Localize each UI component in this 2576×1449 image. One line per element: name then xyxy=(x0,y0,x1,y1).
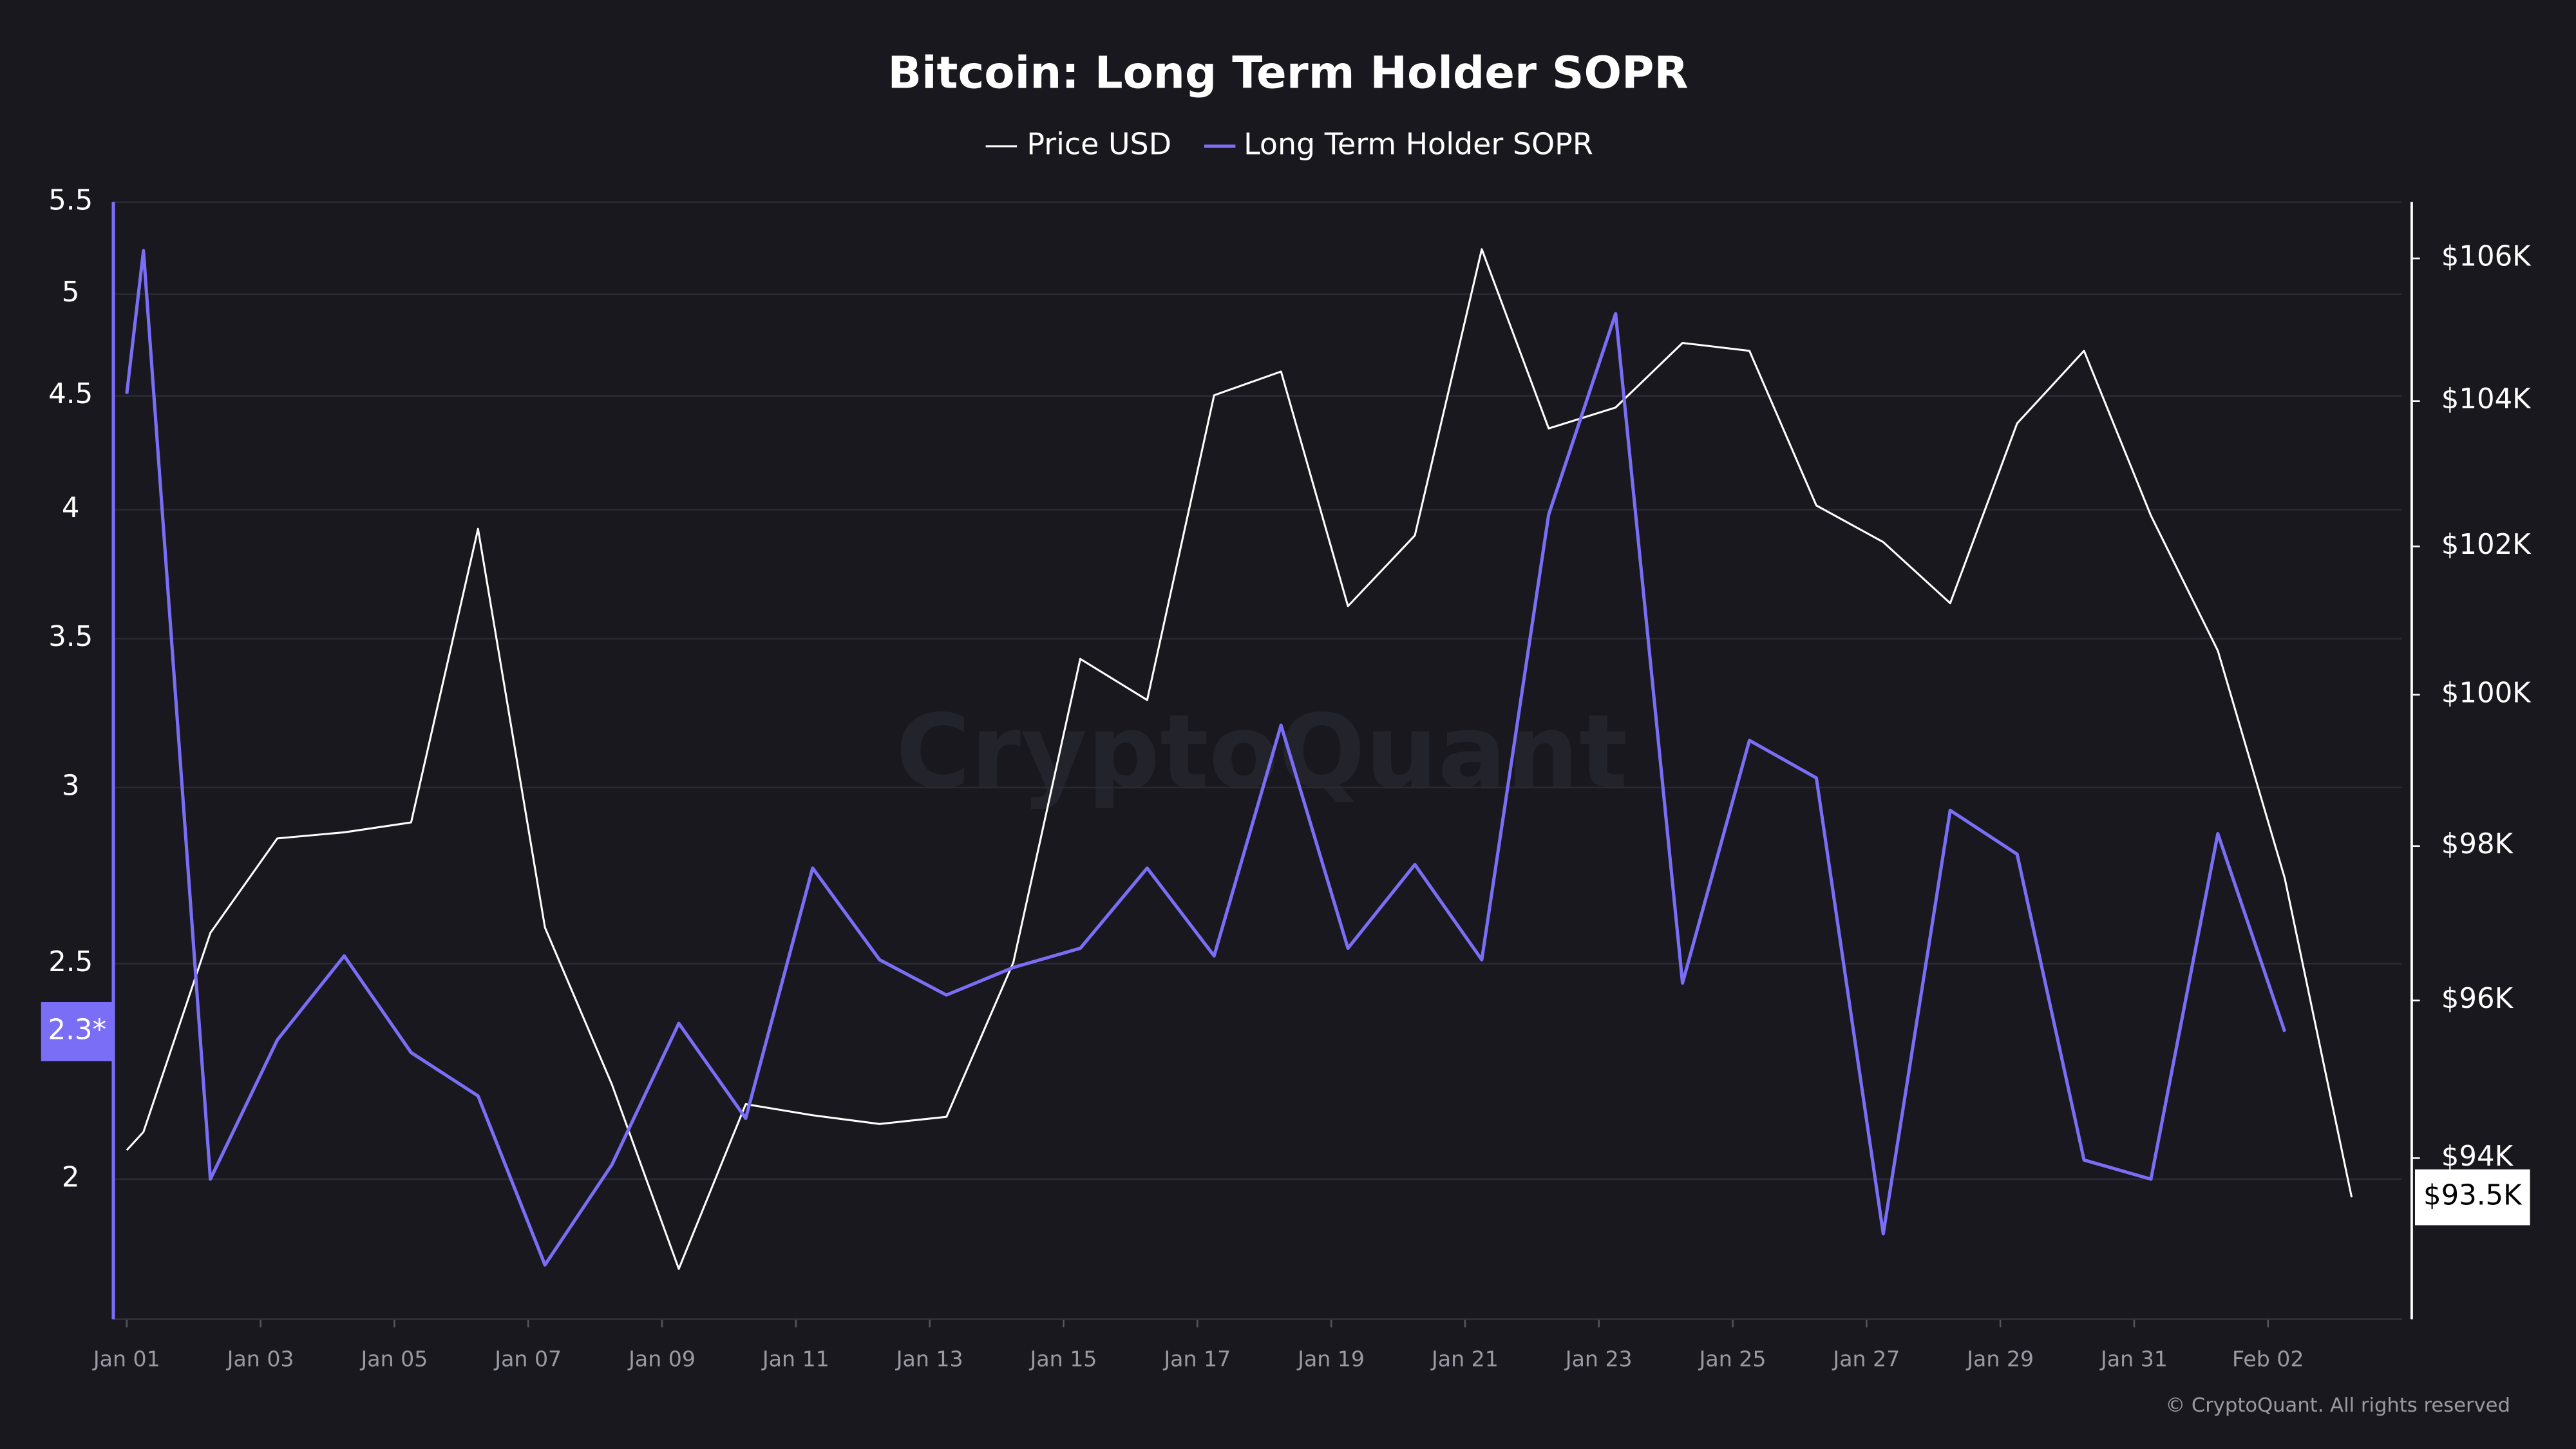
y2-tick-label: $106K xyxy=(2441,241,2532,273)
last-value-box xyxy=(41,1001,114,1061)
x-tick-label: Jan 03 xyxy=(226,1347,294,1372)
y2-tick-label: $94K xyxy=(2441,1141,2514,1173)
last-value-label: $93.5K xyxy=(2423,1180,2523,1212)
y-tick-label: 4.5 xyxy=(48,378,93,410)
x-tick-label: Jan 27 xyxy=(1832,1347,1900,1372)
x-tick-label: Jan 19 xyxy=(1296,1347,1365,1372)
chart-title: Bitcoin: Long Term Holder SOPR xyxy=(887,47,1688,99)
x-tick-label: Jan 01 xyxy=(92,1347,160,1372)
x-tick-label: Jan 11 xyxy=(761,1347,829,1372)
x-tick-label: Jan 05 xyxy=(360,1347,428,1372)
series-line xyxy=(126,248,2353,1270)
y-tick-label: 4 xyxy=(62,492,80,524)
y-tick-label: 5.5 xyxy=(48,184,93,216)
x-tick-label: Jan 13 xyxy=(895,1347,963,1372)
y-tick-label: 3 xyxy=(62,770,80,802)
y-tick-label: 5 xyxy=(62,276,80,308)
legend: Price USD Long Term Holder SOPR xyxy=(985,127,1593,162)
y2-tick-label: $98K xyxy=(2441,828,2514,860)
copyright: © CryptoQuant. All rights reserved xyxy=(2166,1394,2510,1417)
x-tick-label: Jan 07 xyxy=(493,1347,562,1372)
x-tick-label: Feb 02 xyxy=(2232,1347,2304,1372)
y-tick-label: 2.5 xyxy=(48,946,93,978)
x-tick-label: Jan 29 xyxy=(1965,1347,2034,1372)
x-tick-label: Jan 31 xyxy=(2099,1347,2168,1372)
y-tick-label: 3.5 xyxy=(48,621,93,653)
legend-label: Long Term Holder SOPR xyxy=(1244,127,1593,162)
x-tick-label: Jan 17 xyxy=(1162,1347,1231,1372)
series-line xyxy=(125,249,2287,1267)
x-tick-label: Jan 15 xyxy=(1029,1347,1097,1372)
y2-tick-label: $104K xyxy=(2441,383,2532,415)
last-value-box xyxy=(2415,1169,2530,1226)
last-value-label: 2.3* xyxy=(48,1014,107,1046)
x-tick-label: Jan 25 xyxy=(1698,1347,1766,1372)
x-tick-label: Jan 21 xyxy=(1430,1347,1499,1372)
y2-tick-label: $96K xyxy=(2441,983,2514,1015)
y2-tick-label: $100K xyxy=(2441,677,2532,709)
y-tick-label: 2 xyxy=(62,1161,80,1193)
legend-label: Price USD xyxy=(1027,127,1171,162)
x-tick-label: Jan 23 xyxy=(1564,1347,1633,1372)
y2-tick-label: $102K xyxy=(2441,529,2532,561)
x-tick-label: Jan 09 xyxy=(627,1347,696,1372)
